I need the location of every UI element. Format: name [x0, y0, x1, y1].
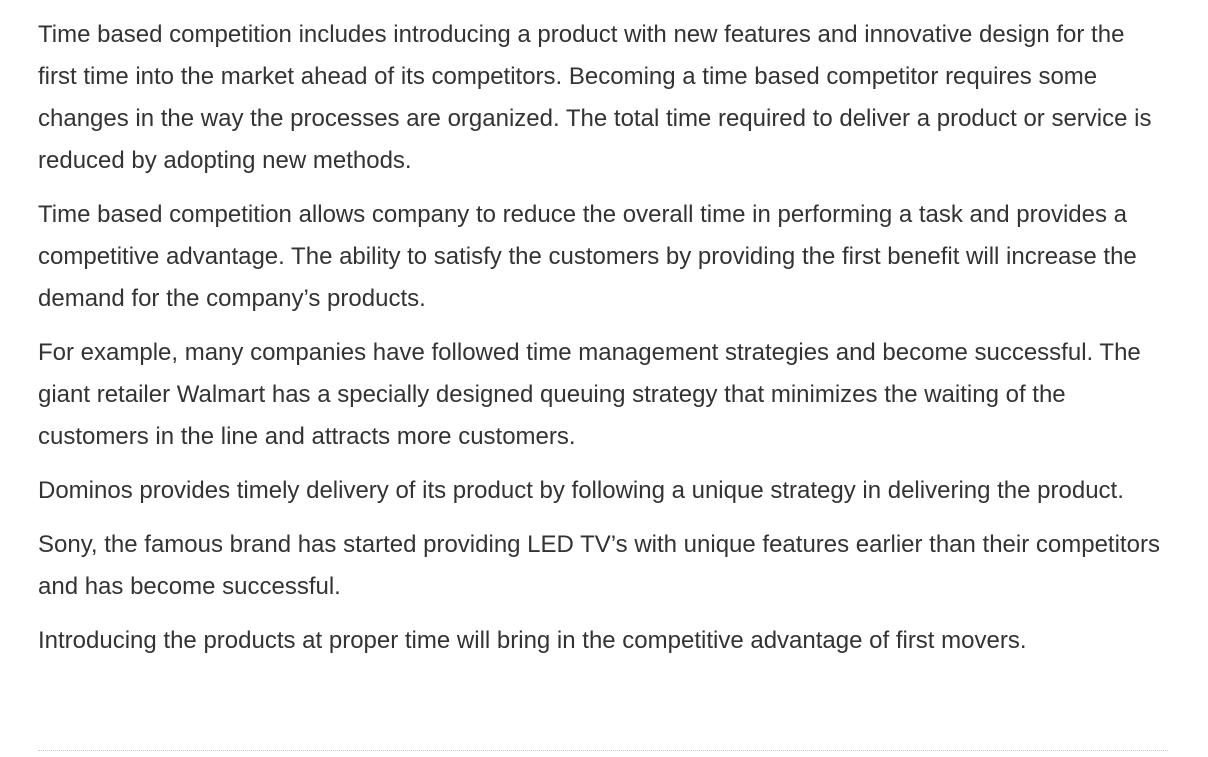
paragraph-intro: Time based competition includes introduc…: [38, 21, 1152, 174]
article-body: Time based competition includes introduc…: [38, 14, 1168, 674]
paragraph-advantage: Time based competition allows company to…: [38, 201, 1137, 312]
paragraph-walmart-example: For example, many companies have followe…: [38, 339, 1141, 450]
paragraph-dominos-example: Dominos provides timely delivery of its …: [38, 477, 1124, 504]
paragraph-conclusion: Introducing the products at proper time …: [38, 627, 1027, 654]
paragraph-sony-example: Sony, the famous brand has started provi…: [38, 531, 1160, 600]
section-divider: [38, 750, 1168, 751]
